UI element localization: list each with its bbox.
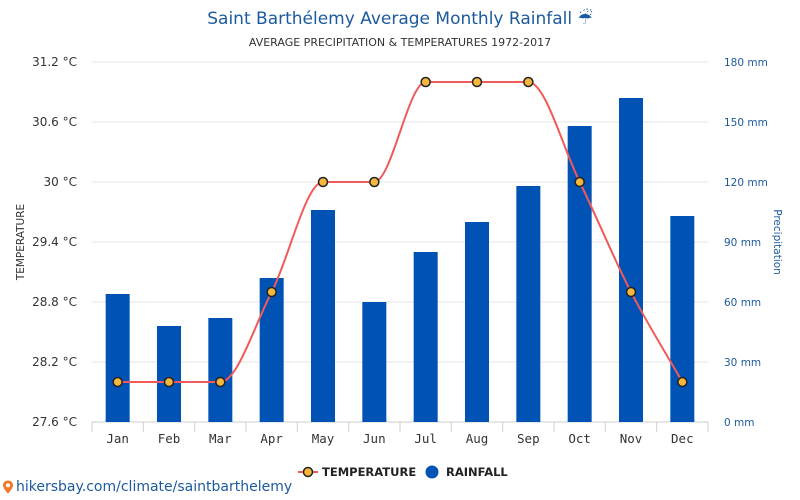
temperature-line-path — [117, 81, 684, 383]
x-tick-label: Feb — [158, 431, 181, 446]
y-right-tick-label: 30 mm — [724, 357, 761, 369]
y-left-tick-label: 31.2 °C — [32, 55, 77, 69]
legend-temperature-marker — [302, 466, 314, 478]
temperature-point[interactable] — [266, 286, 277, 298]
legend-item-temperature[interactable]: TEMPERATURE — [298, 465, 416, 479]
temperature-point[interactable] — [574, 176, 585, 188]
y-axis-right-label: Precipitation — [771, 209, 783, 275]
legend-item-rainfall[interactable]: RAINFALL — [425, 465, 509, 479]
rainfall-bar[interactable] — [516, 186, 541, 422]
y-left-tick-label: 28.8 °C — [32, 295, 77, 309]
temperature-point[interactable] — [112, 376, 123, 388]
y-axis-left-ticks: 31.2 °C 30.6 °C 30 °C 29.4 °C 28.8 °C 28.2 °C… — [32, 55, 77, 429]
footer-link[interactable]: hikersbay.com/climate/saintbarthelemy — [2, 479, 292, 495]
y-axis-left-label: TEMPERATURE — [15, 204, 27, 281]
temperature-point[interactable] — [369, 176, 380, 188]
rainfall-bar[interactable] — [157, 326, 181, 422]
map-pin-icon — [3, 480, 13, 494]
rainfall-bars — [105, 98, 695, 422]
grid-lines — [91, 61, 709, 432]
chart-subtitle: AVERAGE PRECIPITATION & TEMPERATURES 197… — [249, 36, 551, 49]
y-right-tick-label: 150 mm — [724, 117, 768, 129]
x-tick-label: Jun — [363, 431, 386, 446]
x-axis-ticks: Jan Feb Mar Apr May Jun Jul Aug Sep Oct Nov Dec — [106, 431, 693, 446]
rainfall-bar[interactable] — [670, 216, 695, 422]
rainfall-bar[interactable] — [208, 318, 233, 422]
y-axis-right-ticks: 180 mm 150 mm 120 mm 90 mm 60 mm 30 mm 0 mm — [724, 57, 768, 429]
umbrella-rain-icon: ☔ — [578, 8, 593, 29]
rainfall-bar[interactable] — [362, 302, 387, 422]
temperature-point[interactable] — [163, 376, 175, 388]
x-tick-label: Jan — [106, 431, 129, 446]
y-left-tick-label: 28.2 °C — [32, 355, 77, 369]
y-left-tick-label: 27.6 °C — [32, 415, 77, 429]
rainfall-bar[interactable] — [311, 210, 335, 422]
temperature-point[interactable] — [420, 76, 431, 88]
y-right-tick-label: 180 mm — [724, 57, 768, 69]
x-tick-label: Sep — [517, 431, 540, 446]
legend-rainfall-label: RAINFALL — [446, 465, 508, 479]
rainfall-bar[interactable] — [465, 222, 489, 422]
x-tick-label: Jul — [414, 431, 437, 446]
legend: TEMPERATURE RAINFALL — [298, 465, 508, 479]
rainfall-bar[interactable] — [259, 278, 284, 422]
rainfall-bar[interactable] — [105, 294, 130, 422]
y-right-tick-label: 0 mm — [724, 417, 754, 429]
x-tick-label: Apr — [260, 431, 283, 446]
chart-title-text: Saint Barthélemy Average Monthly Rainfal… — [207, 9, 572, 29]
x-tick-label: Nov — [620, 431, 643, 446]
legend-temperature-label: TEMPERATURE — [322, 465, 416, 479]
temperature-point[interactable] — [625, 286, 637, 298]
x-tick-label: Oct — [568, 431, 591, 446]
rainfall-bar[interactable] — [567, 126, 592, 422]
rainfall-bar[interactable] — [413, 252, 438, 422]
temperature-point[interactable] — [215, 376, 226, 388]
x-tick-label: Dec — [671, 431, 694, 446]
x-tick-label: Mar — [209, 431, 232, 446]
x-tick-label: Aug — [466, 431, 489, 446]
temperature-point[interactable] — [317, 176, 329, 188]
y-left-tick-label: 30.6 °C — [32, 115, 77, 129]
temperature-point[interactable] — [677, 376, 688, 388]
x-tick-label: May — [312, 431, 335, 446]
y-left-tick-label: 30 °C — [44, 175, 77, 189]
footer-link-text[interactable]: hikersbay.com/climate/saintbarthelemy — [16, 479, 293, 495]
rainfall-bar[interactable] — [619, 98, 643, 422]
legend-rainfall-marker — [425, 465, 439, 479]
temperature-point[interactable] — [523, 76, 534, 88]
y-right-tick-label: 120 mm — [724, 177, 768, 189]
chart-title: Saint Barthélemy Average Monthly Rainfal… — [207, 8, 593, 29]
temperature-point[interactable] — [471, 76, 483, 88]
temperature-line — [112, 76, 688, 388]
y-right-tick-label: 60 mm — [724, 297, 761, 309]
y-left-tick-label: 29.4 °C — [32, 235, 77, 249]
y-right-tick-label: 90 mm — [724, 237, 761, 249]
